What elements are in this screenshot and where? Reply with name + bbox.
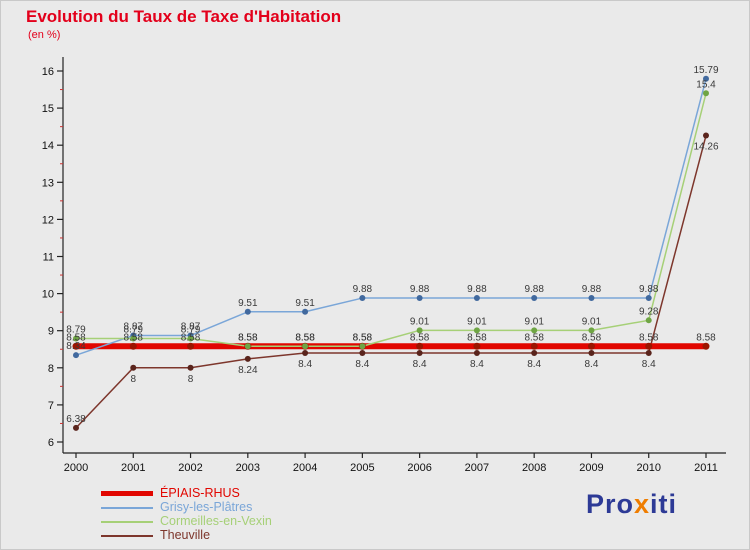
svg-text:2001: 2001 <box>121 462 145 474</box>
legend-item-grisy: Grisy-les-Plâtres <box>101 500 272 514</box>
legend-label: Cormeilles-en-Vexin <box>160 514 272 528</box>
svg-text:13: 13 <box>42 177 54 189</box>
svg-text:16: 16 <box>42 66 54 78</box>
tax-rate-line-chart: 6 7 8 9 10 11 12 13 14 15 16 2000 2001 2002 2003 2004 20… <box>42 57 726 474</box>
svg-text:8: 8 <box>130 374 136 385</box>
svg-text:8.87: 8.87 <box>181 322 201 333</box>
svg-text:2005: 2005 <box>350 462 374 474</box>
svg-text:9.01: 9.01 <box>582 316 602 327</box>
svg-text:8.58: 8.58 <box>467 332 487 343</box>
svg-text:8.58: 8.58 <box>353 332 373 343</box>
svg-text:8.58: 8.58 <box>696 332 716 343</box>
svg-text:8.58: 8.58 <box>66 332 86 343</box>
svg-text:8: 8 <box>188 374 194 385</box>
svg-text:9.88: 9.88 <box>582 284 602 295</box>
svg-text:8.4: 8.4 <box>470 359 484 370</box>
svg-text:6: 6 <box>48 437 54 449</box>
svg-text:2011: 2011 <box>694 462 718 474</box>
svg-text:8.87: 8.87 <box>124 322 144 333</box>
svg-text:9.01: 9.01 <box>524 316 544 327</box>
svg-text:8.79: 8.79 <box>124 324 144 335</box>
svg-text:8.4: 8.4 <box>585 359 599 370</box>
svg-text:9.28: 9.28 <box>639 306 659 317</box>
svg-text:8.79: 8.79 <box>66 324 86 335</box>
svg-text:9.88: 9.88 <box>467 284 487 295</box>
svg-text:9.88: 9.88 <box>524 284 544 295</box>
legend-swatch-theuville <box>101 534 153 537</box>
svg-text:2006: 2006 <box>407 462 431 474</box>
legend-swatch-epiais-rhus <box>101 491 153 496</box>
legend-label: Grisy-les-Plâtres <box>160 500 253 514</box>
svg-text:14: 14 <box>42 140 54 152</box>
svg-text:9.01: 9.01 <box>467 316 487 327</box>
svg-text:8.58: 8.58 <box>410 332 430 343</box>
svg-text:2000: 2000 <box>64 462 88 474</box>
svg-text:2009: 2009 <box>579 462 603 474</box>
page-title: Evolution du Taux de Taxe d'Habitation <box>26 7 342 26</box>
svg-text:9.51: 9.51 <box>295 298 315 309</box>
svg-text:9.88: 9.88 <box>639 284 659 295</box>
legend-label: ÉPIAIS-RHUS <box>160 486 240 500</box>
svg-text:8.58: 8.58 <box>353 332 373 343</box>
svg-text:8.58: 8.58 <box>181 332 201 343</box>
svg-text:8.58: 8.58 <box>238 332 258 343</box>
svg-text:9.01: 9.01 <box>410 316 430 327</box>
page-subtitle: (en %) <box>28 29 61 41</box>
svg-text:15: 15 <box>42 103 54 115</box>
svg-text:14.26: 14.26 <box>693 142 718 153</box>
svg-text:15.79: 15.79 <box>693 65 718 76</box>
svg-text:8.4: 8.4 <box>355 359 369 370</box>
svg-text:2010: 2010 <box>636 462 660 474</box>
chart-legend: ÉPIAIS-RHUS Grisy-les-Plâtres Cormeilles… <box>101 486 272 544</box>
svg-text:8.58: 8.58 <box>582 332 602 343</box>
svg-text:8.24: 8.24 <box>238 365 258 376</box>
svg-text:8.4: 8.4 <box>642 359 656 370</box>
svg-text:2008: 2008 <box>522 462 546 474</box>
logo-part: Pro <box>586 489 635 519</box>
svg-text:12: 12 <box>42 214 54 226</box>
svg-text:8.58: 8.58 <box>639 332 659 343</box>
svg-text:8.4: 8.4 <box>527 359 541 370</box>
svg-text:8.4: 8.4 <box>413 359 427 370</box>
svg-text:2007: 2007 <box>465 462 489 474</box>
svg-text:9.88: 9.88 <box>353 284 373 295</box>
logo-part: iti <box>650 489 678 519</box>
svg-text:7: 7 <box>48 400 54 412</box>
svg-text:8: 8 <box>48 363 54 375</box>
legend-item-cormeilles: Cormeilles-en-Vexin <box>101 514 272 528</box>
svg-text:8.58: 8.58 <box>295 332 315 343</box>
legend-item-theuville: Theuville <box>101 528 272 542</box>
legend-swatch-cormeilles <box>101 520 153 523</box>
legend-label: Theuville <box>160 528 211 542</box>
svg-text:10: 10 <box>42 289 54 301</box>
svg-text:2003: 2003 <box>236 462 260 474</box>
logo-part: x <box>634 489 651 519</box>
svg-text:8.58: 8.58 <box>295 332 315 343</box>
svg-text:8.4: 8.4 <box>298 359 312 370</box>
svg-text:6.38: 6.38 <box>66 414 86 425</box>
svg-text:9.51: 9.51 <box>238 298 258 309</box>
svg-text:8.58: 8.58 <box>238 332 258 343</box>
legend-swatch-grisy <box>101 506 153 509</box>
svg-text:8.58: 8.58 <box>124 332 144 343</box>
svg-text:8.34: 8.34 <box>66 341 86 352</box>
legend-item-epiais-rhus: ÉPIAIS-RHUS <box>101 486 272 500</box>
svg-text:8.58: 8.58 <box>524 332 544 343</box>
svg-text:2002: 2002 <box>178 462 202 474</box>
svg-text:15.4: 15.4 <box>696 79 716 90</box>
svg-text:9.88: 9.88 <box>410 284 430 295</box>
svg-text:9: 9 <box>48 326 54 338</box>
proxiti-logo: Proxiti <box>586 489 677 520</box>
svg-text:2004: 2004 <box>293 462 317 474</box>
svg-text:11: 11 <box>43 252 54 264</box>
svg-text:8.79: 8.79 <box>181 324 201 335</box>
